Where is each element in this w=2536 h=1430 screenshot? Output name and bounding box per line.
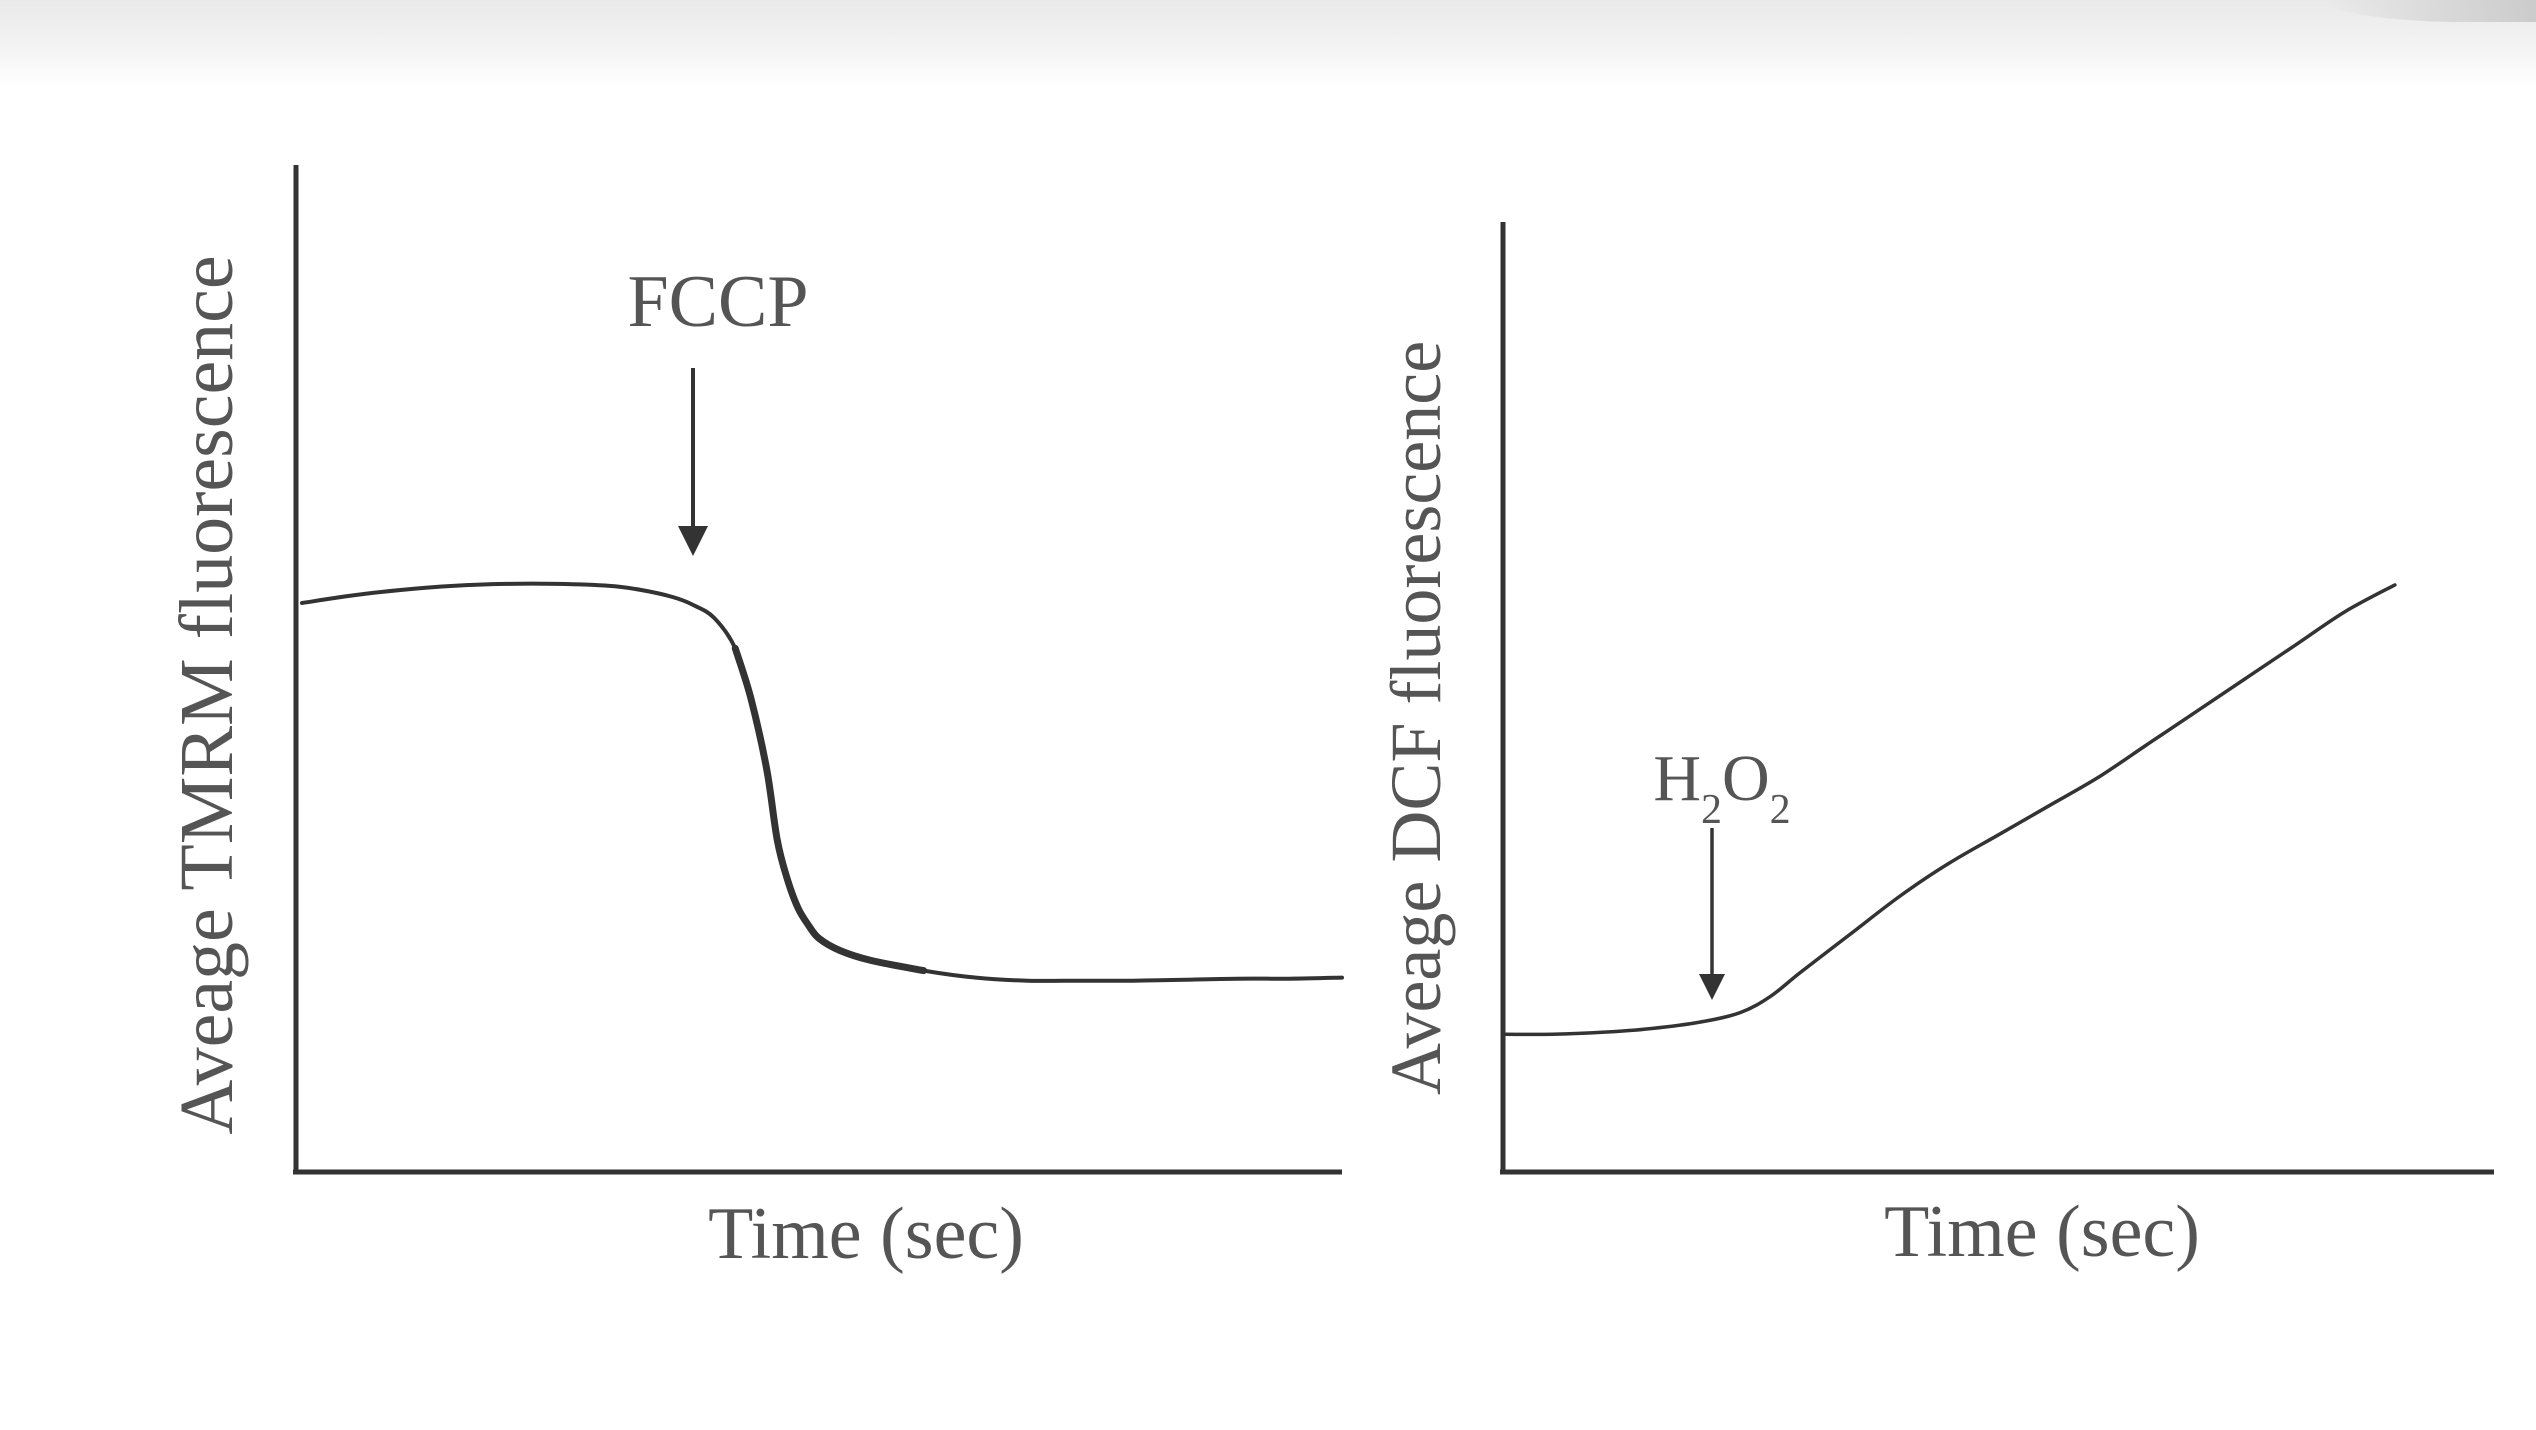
dcf-annotation-arrow (1699, 828, 1725, 1000)
corner-watermark (2326, 0, 2536, 22)
tmrm-x-axis-label: Time (sec) (708, 1193, 1024, 1275)
tmrm-annotation-arrow (678, 368, 708, 556)
top-shadow-band (0, 0, 2536, 90)
dcf-x-axis-label: Time (sec) (1884, 1191, 2200, 1273)
dcf-y-axis-label: Aveage DCF fluorescence (1376, 341, 1456, 1095)
tmrm-drop-emphasis (731, 644, 928, 975)
dcf-series-line (1504, 583, 2397, 1037)
tmrm-annotation-label: FCCP (627, 261, 808, 343)
tmrm-chart: FCCP Time (sec) Aveage TMRM fluorescence (165, 165, 1344, 1275)
dcf-annotation-label: H2O2 (1653, 742, 1790, 833)
tmrm-y-axis-label: Aveage TMRM fluorescence (165, 255, 249, 1134)
tmrm-series-line (300, 581, 1344, 983)
dcf-chart: H2O2 Time (sec) Aveage DCF fluorescence (1376, 222, 2494, 1273)
